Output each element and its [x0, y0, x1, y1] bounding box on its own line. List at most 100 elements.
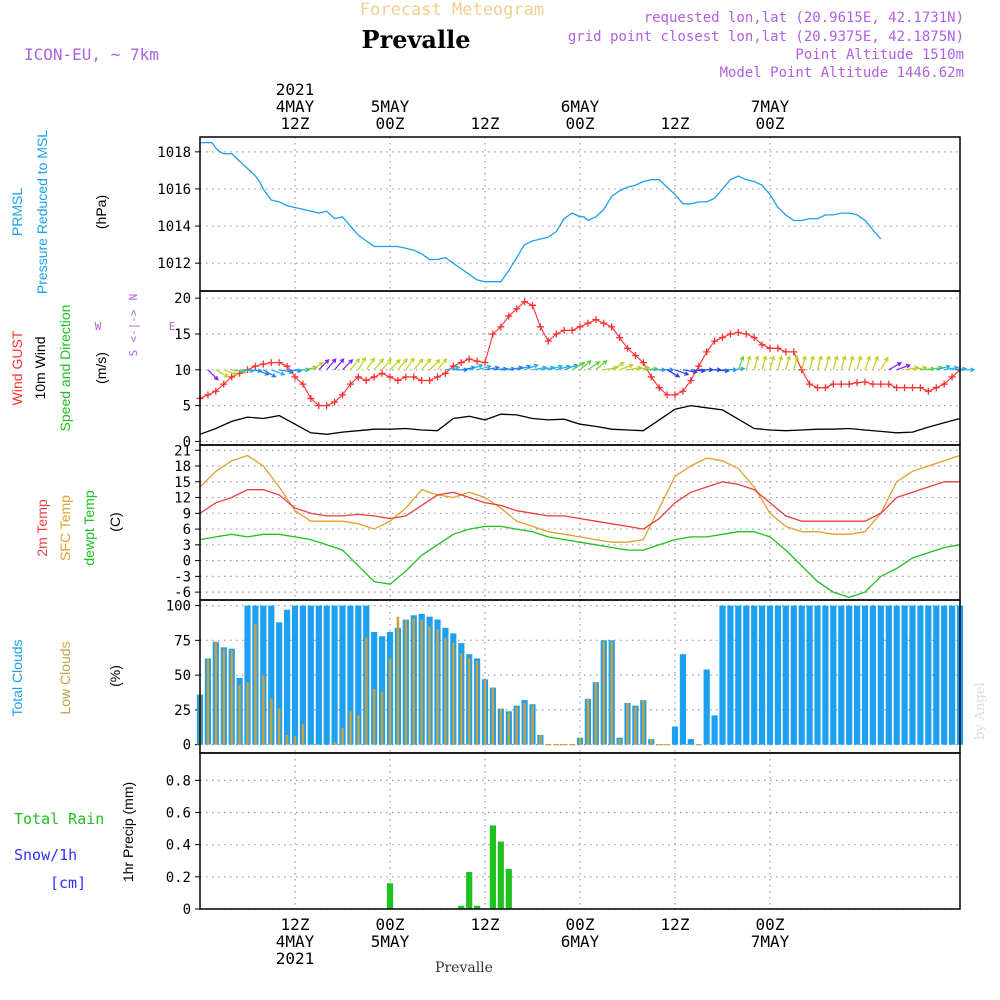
gust-marker	[853, 379, 861, 387]
wind-arrow	[785, 355, 791, 370]
total-cloud-bar	[790, 605, 797, 745]
wind-arrow	[666, 369, 681, 378]
watermark: by Angel	[973, 682, 988, 740]
gust-marker	[624, 344, 631, 352]
gust-marker	[814, 384, 821, 392]
rain-bar	[458, 905, 465, 909]
super-title: Forecast Meteogram	[360, 0, 544, 20]
wind-arrow	[936, 364, 952, 371]
cloud-bars	[196, 605, 964, 746]
gust-marker	[655, 384, 663, 392]
y-tick-label: 1016	[157, 182, 191, 198]
wind-label-10m: 10m Wind	[32, 336, 48, 399]
total-cloud-bar	[798, 605, 805, 745]
gust-marker	[204, 391, 212, 399]
y-tick-label: 12	[174, 491, 191, 507]
time-tick-label: 12Z	[281, 114, 310, 133]
low-cloud-bar	[365, 637, 368, 745]
wind-arrow	[365, 357, 376, 371]
gust-marker	[346, 380, 354, 388]
low-cloud-bar	[626, 702, 629, 745]
clouds-label-total: Total Clouds	[9, 639, 25, 716]
total-cloud-bar	[284, 609, 291, 745]
gust-marker	[758, 341, 766, 349]
wind-arrow	[840, 355, 847, 370]
time-tick-label: 00Z	[566, 915, 595, 934]
time-tick-label: 12Z	[471, 915, 500, 934]
clouds-label-low: Low Clouds	[57, 641, 73, 714]
total-cloud-bar	[291, 605, 299, 745]
total-cloud-bar	[299, 605, 306, 745]
low-cloud-bar	[349, 711, 352, 745]
wind-label-speed-dir: Speed and Direction	[57, 305, 73, 432]
wind-arrow	[381, 358, 392, 371]
gust-marker	[916, 384, 924, 392]
precip-ylabel: 1hr Precip (mm)	[120, 782, 136, 882]
gust-marker	[576, 323, 584, 331]
total-cloud-bar	[268, 605, 275, 745]
gust-marker	[734, 329, 742, 337]
gust-marker	[544, 337, 552, 345]
pressure-panel: 1012 1014 1016 1018 PRMSL Pressure Reduced …	[9, 130, 961, 294]
gust-marker	[774, 344, 782, 352]
wind-arrow	[816, 355, 823, 370]
total-cloud-bar	[671, 726, 679, 745]
wind-arrow	[223, 369, 239, 376]
low-cloud-bar	[650, 739, 653, 745]
compass-e: E	[169, 320, 176, 333]
gust-marker	[608, 323, 616, 331]
wind-arrow	[397, 358, 408, 371]
y-tick-label: 10	[174, 363, 191, 379]
gust-marker	[394, 377, 402, 385]
wind-direction-arrows	[207, 355, 976, 381]
time-tick-label: 6MAY	[561, 97, 600, 116]
precip-gridlines	[200, 753, 960, 910]
total-cloud-bar	[893, 605, 900, 745]
gust-marker	[845, 380, 853, 388]
low-cloud-bar	[539, 734, 542, 745]
total-cloud-bar	[941, 605, 948, 745]
low-cloud-bar	[618, 739, 621, 745]
total-cloud-bar	[854, 605, 861, 745]
wind-arrow	[832, 355, 839, 370]
wind-arrow	[413, 358, 424, 371]
gust-marker	[560, 326, 568, 334]
y-tick-label: 1018	[157, 145, 191, 161]
total-cloud-bar	[703, 669, 710, 745]
y-tick-label: 75	[174, 633, 191, 649]
gust-marker	[457, 359, 465, 367]
gust-marker	[711, 337, 719, 345]
wind-arrow	[207, 369, 219, 381]
total-cloud-bar	[766, 605, 774, 745]
compass-n: N	[127, 294, 140, 301]
gust-marker	[402, 373, 410, 381]
gust-marker	[259, 360, 267, 368]
low-cloud-bar	[531, 705, 534, 745]
low-cloud-bar	[301, 723, 305, 745]
low-cloud-bar	[602, 641, 605, 745]
y-tick-label: 25	[174, 703, 191, 719]
y-tick-label: 6	[183, 522, 191, 538]
wind-label-gust: Wind GUST	[9, 330, 25, 405]
gust-marker	[616, 334, 624, 342]
gust-marker	[275, 359, 283, 367]
gust-marker	[529, 301, 536, 309]
clouds-panel: 0 25 50 75 100 Total Clouds Low Clouds (%)	[9, 599, 964, 754]
time-tick-label: 00Z	[756, 114, 785, 133]
total-cloud-bar	[339, 605, 346, 745]
low-cloud-bar	[491, 687, 495, 745]
wind-arrow	[255, 369, 270, 376]
gust-marker	[299, 380, 307, 388]
wind-arrow	[271, 369, 286, 376]
wind-arrow	[295, 367, 311, 373]
gust-marker	[909, 384, 916, 392]
y-tick-label: 15	[174, 475, 191, 491]
total-cloud-bar	[711, 715, 718, 745]
gust-marker	[552, 330, 560, 338]
total-cloud-bar	[759, 605, 766, 745]
y-tick-label: -6	[174, 585, 191, 601]
time-tick-label: 2021	[276, 949, 315, 968]
total-cloud-bar	[276, 622, 283, 745]
